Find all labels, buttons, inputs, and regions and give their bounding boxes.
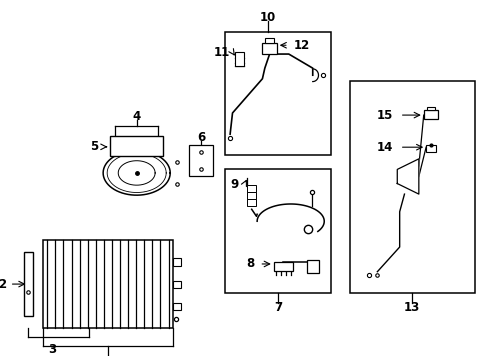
Bar <box>172 280 181 288</box>
Text: 12: 12 <box>293 39 309 52</box>
Text: 11: 11 <box>213 46 230 59</box>
Text: 14: 14 <box>375 141 392 154</box>
Bar <box>426 107 434 111</box>
Bar <box>172 303 181 310</box>
Bar <box>349 81 473 293</box>
Bar <box>246 185 256 192</box>
Bar <box>234 52 243 66</box>
Bar <box>24 252 33 316</box>
Text: 5: 5 <box>90 140 98 153</box>
Bar <box>225 170 330 293</box>
Bar <box>425 145 435 153</box>
Bar <box>264 38 274 44</box>
Text: 2: 2 <box>0 278 6 291</box>
Bar <box>246 199 256 206</box>
Text: 15: 15 <box>375 109 392 122</box>
Bar <box>273 262 292 271</box>
Text: 13: 13 <box>403 301 420 314</box>
Bar <box>110 136 163 156</box>
Text: 6: 6 <box>197 131 205 144</box>
Polygon shape <box>396 159 418 194</box>
Bar <box>225 32 330 155</box>
Text: 8: 8 <box>246 257 254 270</box>
Text: 10: 10 <box>259 11 275 24</box>
Text: 1: 1 <box>103 359 112 360</box>
Bar <box>189 145 213 176</box>
Bar <box>246 192 256 199</box>
Bar <box>172 258 181 266</box>
Bar <box>262 44 276 54</box>
Text: 9: 9 <box>230 178 238 191</box>
Text: 3: 3 <box>48 343 57 356</box>
Text: 7: 7 <box>273 301 282 314</box>
Bar <box>43 240 172 328</box>
Bar <box>423 111 437 119</box>
Bar <box>306 260 318 273</box>
Text: 4: 4 <box>132 111 141 123</box>
